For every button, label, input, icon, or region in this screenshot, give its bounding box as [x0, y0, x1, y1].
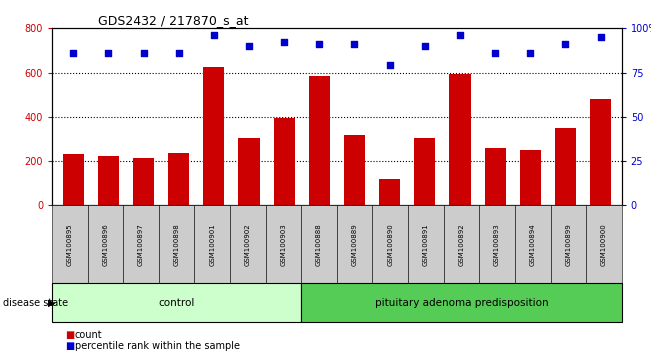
Text: ■: ■: [65, 341, 74, 351]
Point: [596, 34, 606, 40]
Text: control: control: [158, 298, 195, 308]
Point: [385, 63, 395, 68]
Text: GSM100901: GSM100901: [209, 223, 215, 266]
Text: percentile rank within the sample: percentile rank within the sample: [75, 341, 240, 351]
Text: GSM100895: GSM100895: [67, 223, 73, 266]
Bar: [238, 138, 260, 205]
Point: [350, 41, 360, 47]
Bar: [344, 135, 365, 205]
Bar: [484, 148, 506, 205]
Bar: [98, 155, 119, 205]
Bar: [309, 76, 330, 205]
Text: GSM100900: GSM100900: [601, 223, 607, 266]
Text: GDS2432 / 217870_s_at: GDS2432 / 217870_s_at: [98, 14, 248, 27]
Point: [525, 50, 536, 56]
Point: [420, 43, 430, 49]
Text: ■: ■: [65, 330, 74, 339]
Bar: [273, 118, 295, 205]
Text: count: count: [75, 330, 102, 339]
Point: [455, 33, 465, 38]
Point: [243, 43, 254, 49]
Bar: [414, 138, 436, 205]
Text: disease state: disease state: [3, 298, 68, 308]
Bar: [519, 150, 541, 205]
Text: GSM100888: GSM100888: [316, 223, 322, 266]
Bar: [203, 67, 225, 205]
Bar: [379, 179, 400, 205]
Text: GSM100891: GSM100891: [423, 223, 429, 266]
Bar: [133, 158, 154, 205]
Bar: [62, 154, 84, 205]
Text: GSM100896: GSM100896: [102, 223, 109, 266]
Bar: [449, 74, 471, 205]
Point: [138, 50, 148, 56]
Text: GSM100897: GSM100897: [138, 223, 144, 266]
Text: GSM100893: GSM100893: [494, 223, 500, 266]
Text: GSM100892: GSM100892: [458, 223, 465, 266]
Text: GSM100890: GSM100890: [387, 223, 393, 266]
Point: [490, 50, 501, 56]
Point: [208, 33, 219, 38]
Bar: [168, 153, 189, 205]
Point: [561, 41, 571, 47]
Text: GSM100889: GSM100889: [352, 223, 357, 266]
Point: [173, 50, 184, 56]
Text: GSM100898: GSM100898: [174, 223, 180, 266]
Text: GSM100894: GSM100894: [530, 223, 536, 266]
Text: GSM100899: GSM100899: [565, 223, 572, 266]
Text: ▶: ▶: [48, 298, 55, 308]
Bar: [590, 99, 611, 205]
Point: [103, 50, 113, 56]
Point: [314, 41, 324, 47]
Point: [279, 40, 289, 45]
Text: GSM100903: GSM100903: [281, 223, 286, 266]
Text: GSM100902: GSM100902: [245, 223, 251, 266]
Text: pituitary adenoma predisposition: pituitary adenoma predisposition: [375, 298, 548, 308]
Point: [68, 50, 78, 56]
Bar: [555, 128, 576, 205]
